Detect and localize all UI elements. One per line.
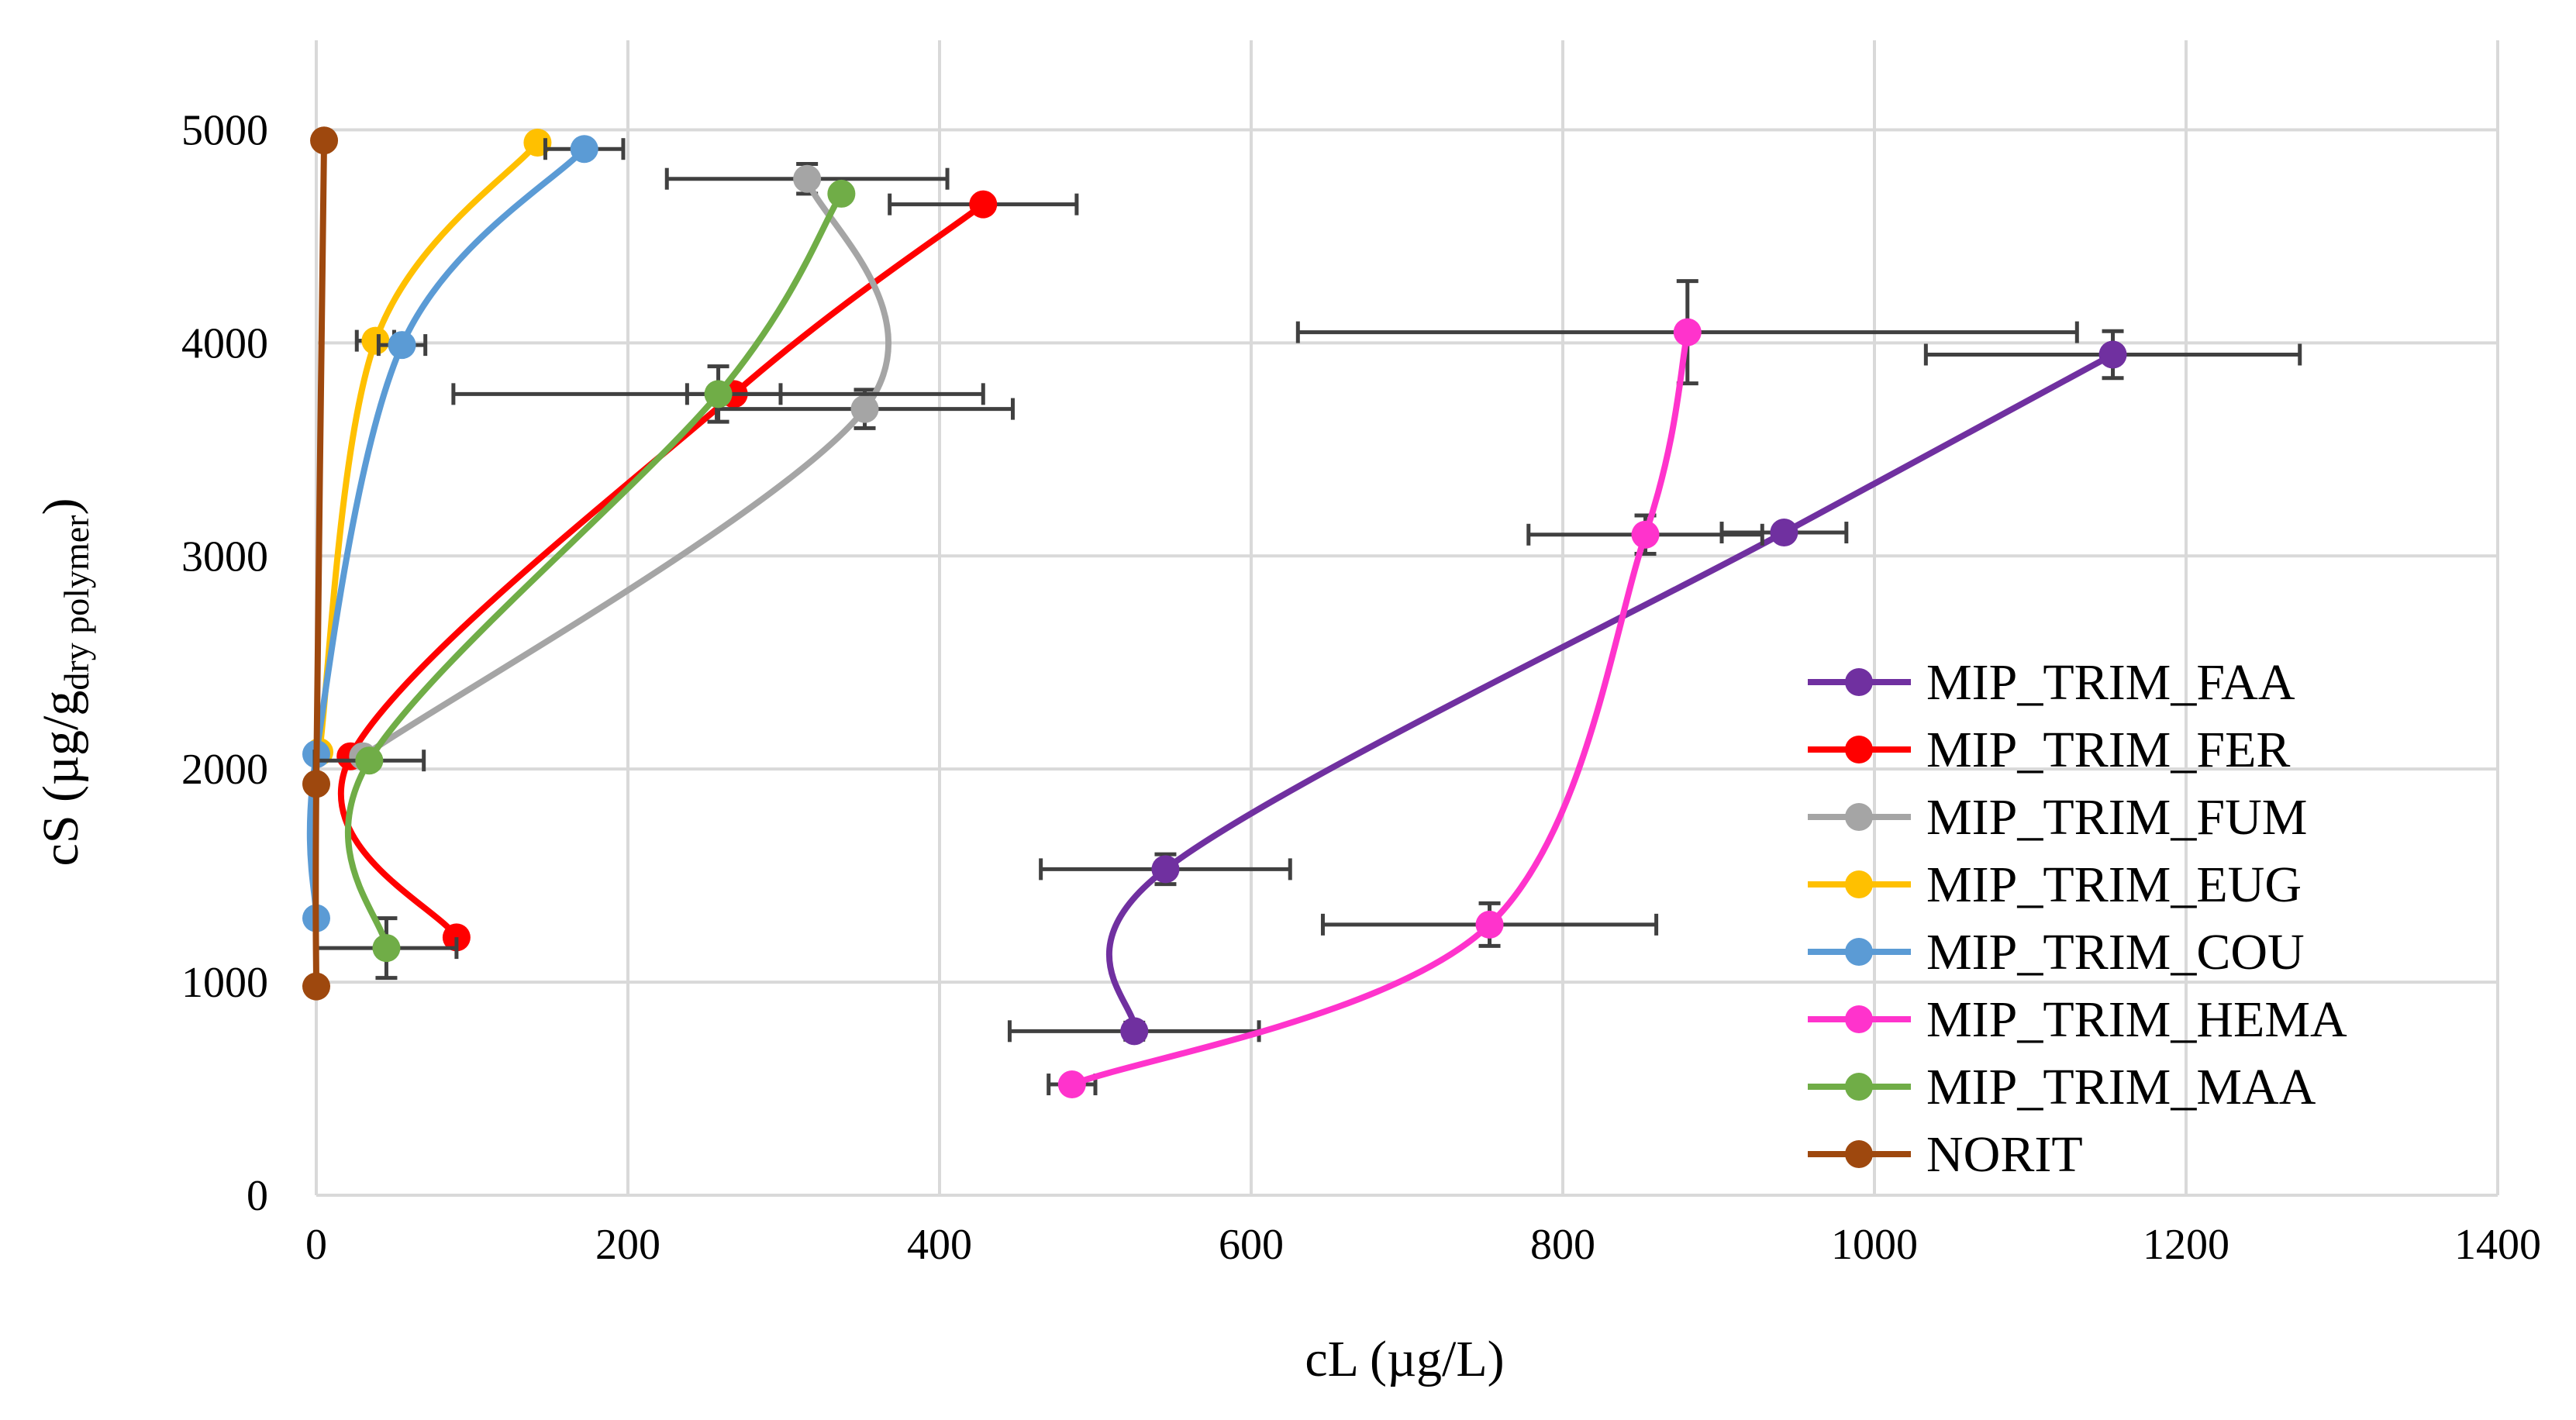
series-mip-trim-hema [1047, 279, 2079, 1099]
legend-swatch-marker [1845, 870, 1873, 898]
data-point [1151, 855, 1180, 884]
x-tick-label: 600 [1219, 1221, 1284, 1269]
x-tick-label: 1000 [1831, 1221, 1918, 1269]
legend-swatch-marker [1845, 803, 1873, 831]
legend-item-mip-trim-hema: MIP_TRIM_HEMA [1808, 991, 2347, 1048]
y-tick-label: 3000 [181, 532, 268, 581]
legend-item-mip-trim-fum: MIP_TRIM_FUM [1808, 789, 2307, 846]
x-tick-label: 200 [595, 1221, 660, 1269]
series-mip-trim-fer [336, 190, 1079, 952]
series [302, 126, 2302, 1099]
y-tick-label: 5000 [181, 106, 268, 154]
y-tick-label: 0 [247, 1172, 268, 1220]
x-tick-label: 800 [1530, 1221, 1595, 1269]
legend-label: MIP_TRIM_HEMA [1926, 991, 2347, 1048]
series-line-mip-trim-fum [360, 175, 892, 760]
data-point [1673, 318, 1702, 346]
legend-item-mip-trim-eug: MIP_TRIM_EUG [1808, 856, 2302, 913]
data-point [704, 380, 733, 408]
data-point [1120, 1017, 1149, 1046]
y-axis-label-subscript: dry polymer [57, 515, 96, 691]
data-point [2098, 340, 2127, 369]
legend: MIP_TRIM_FAA MIP_TRIM_FER MIP_TRIM_FUM MIP_… [1808, 654, 2347, 1183]
legend-item-mip-trim-maa: MIP_TRIM_MAA [1808, 1059, 2316, 1115]
data-point [969, 190, 998, 219]
data-point [1475, 910, 1504, 939]
x-tick-label: 1400 [2454, 1221, 2541, 1269]
x-tick-label: 0 [305, 1221, 327, 1269]
series-mip-trim-maa [312, 179, 985, 981]
x-axis-label: cL (µg/L) [1305, 1331, 1504, 1387]
series-norit [302, 126, 339, 1001]
x-tick-label: 1200 [2143, 1221, 2229, 1269]
data-point [827, 179, 856, 208]
y-axis-label: cS (µg/gdry polymer) [33, 498, 96, 867]
data-point [570, 135, 598, 164]
y-tick-label: 4000 [181, 319, 268, 367]
series-line-mip-trim-hema [1068, 329, 1691, 1088]
data-point [1631, 520, 1660, 549]
data-point [793, 164, 822, 193]
legend-swatch-marker [1845, 1073, 1873, 1101]
series-line-mip-trim-maa [344, 190, 845, 952]
y-axis-label-close: ) [33, 498, 89, 515]
x-tick-label: 400 [907, 1221, 972, 1269]
y-tick-label: 2000 [181, 746, 268, 794]
x-axis-tick-labels: 0 200 400 600 800 1000 1200 1400 [305, 1221, 2541, 1269]
series-line-norit [312, 137, 328, 990]
y-tick-label: 1000 [181, 959, 268, 1007]
data-point [372, 934, 401, 963]
series-line-mip-trim-cou [306, 146, 588, 922]
legend-item-mip-trim-fer: MIP_TRIM_FER [1808, 722, 2290, 778]
legend-label: MIP_TRIM_FER [1926, 722, 2290, 778]
legend-swatch-marker [1845, 1140, 1873, 1168]
legend-label: MIP_TRIM_COU [1926, 924, 2305, 981]
data-point [302, 972, 330, 1001]
series-line-mip-trim-faa [1105, 351, 2116, 1035]
legend-swatch-marker [1845, 736, 1873, 763]
legend-label: MIP_TRIM_FUM [1926, 789, 2307, 846]
data-point [1770, 519, 1798, 547]
legend-label: MIP_TRIM_FAA [1926, 654, 2295, 711]
data-point [850, 395, 879, 423]
legend-swatch-marker [1845, 1005, 1873, 1033]
legend-label: MIP_TRIM_MAA [1926, 1059, 2316, 1115]
data-point [361, 326, 390, 355]
data-point [310, 126, 339, 155]
legend-swatch-marker [1845, 938, 1873, 966]
data-point [523, 128, 552, 157]
legend-label: MIP_TRIM_EUG [1926, 856, 2302, 913]
series-mip-trim-faa [1007, 329, 2302, 1046]
legend-item-mip-trim-faa: MIP_TRIM_FAA [1808, 654, 2295, 711]
data-point [1057, 1070, 1086, 1099]
y-axis-tick-labels: 0 1000 2000 3000 4000 5000 [181, 106, 268, 1220]
legend-label: NORIT [1926, 1126, 2083, 1183]
y-axis-label-main: cS (µg/g [33, 691, 89, 867]
data-point [388, 331, 416, 360]
data-point [302, 770, 330, 798]
data-point [355, 746, 384, 775]
series-mip-trim-eug [305, 128, 552, 767]
legend-item-norit: NORIT [1808, 1126, 2083, 1183]
legend-swatch-marker [1845, 668, 1873, 696]
legend-item-mip-trim-cou: MIP_TRIM_COU [1808, 924, 2305, 981]
grid [316, 40, 2499, 1195]
